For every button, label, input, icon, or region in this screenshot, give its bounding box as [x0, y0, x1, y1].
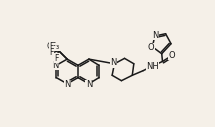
Text: F: F — [49, 42, 54, 51]
Text: N: N — [111, 58, 117, 67]
Text: O: O — [147, 43, 154, 52]
Text: CF₃: CF₃ — [47, 42, 60, 51]
Text: O: O — [169, 51, 175, 60]
Text: N: N — [86, 80, 92, 89]
Text: N: N — [152, 31, 159, 40]
Text: N: N — [64, 80, 70, 89]
Text: F: F — [49, 49, 54, 58]
Text: F: F — [54, 54, 58, 63]
Text: NH: NH — [146, 62, 159, 71]
Text: N: N — [52, 61, 59, 70]
